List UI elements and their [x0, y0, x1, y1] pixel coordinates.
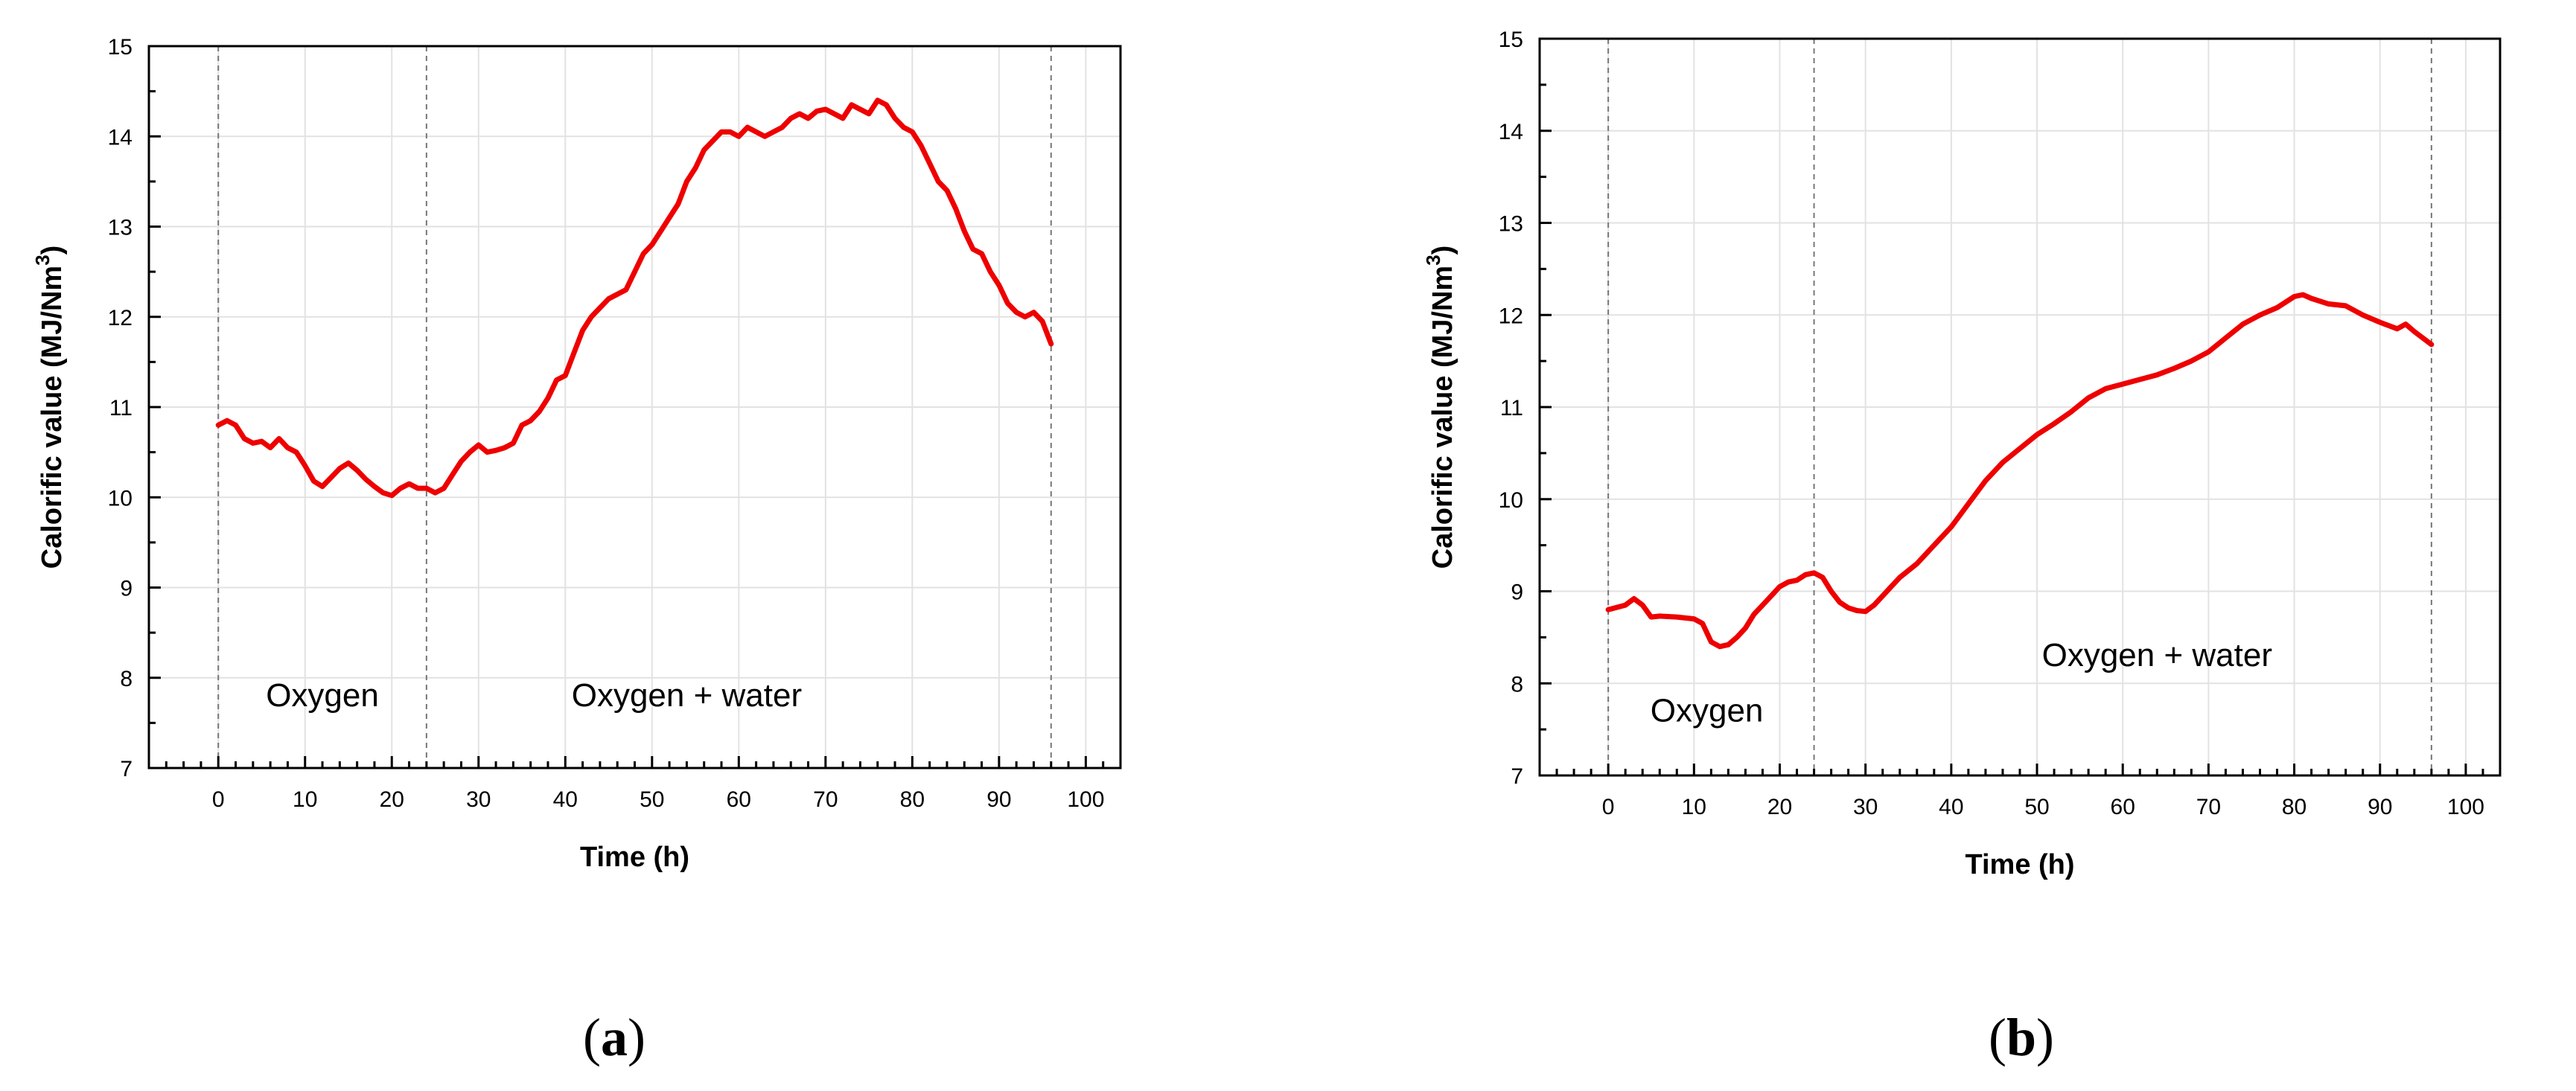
- x-tick-label-b: 100: [2447, 795, 2484, 819]
- x-tick-label-b: 70: [2196, 795, 2221, 819]
- x-tick-label-a: 40: [553, 787, 578, 812]
- y-axis-title-sup-a: 3: [31, 255, 54, 265]
- y-tick-label-b: 14: [1499, 120, 1523, 144]
- y-tick-label-b: 10: [1499, 488, 1523, 513]
- x-tick-label-a: 50: [640, 787, 664, 812]
- y-tick-label-a: 10: [108, 486, 133, 511]
- x-axis-title-a: Time (h): [580, 842, 689, 873]
- y-tick-label-a: 12: [108, 306, 133, 330]
- panel-label-close-b: ): [2036, 1008, 2054, 1067]
- x-tick-label-a: 90: [986, 787, 1011, 812]
- calorific-value-line-a: [215, 97, 1054, 499]
- y-axis-title-main-a: Calorific value (MJ/Nm: [36, 266, 68, 569]
- x-tick-label-a: 100: [1067, 787, 1104, 812]
- y-tick-label-b: 15: [1499, 28, 1523, 52]
- panel-label-letter-a: a: [601, 1008, 628, 1067]
- x-tick-label-b: 30: [1853, 795, 1878, 819]
- y-axis-title-end-b: ): [1427, 246, 1458, 255]
- y-tick-label-b: 8: [1511, 672, 1523, 697]
- y-tick-label-a: 11: [109, 396, 133, 420]
- y-tick-label-a: 14: [108, 125, 133, 150]
- y-tick-label-a: 15: [108, 35, 133, 60]
- panel-label-open-a: (: [583, 1008, 601, 1067]
- y-axis-title-a: Calorific value (MJ/Nm3): [31, 246, 68, 569]
- y-tick-label-a: 13: [108, 216, 133, 240]
- chart-panel-b: 0 10 20 30 40 50 60 70 80 90 100 7 8 9 10 11 12 13 14 15 Oxy…: [1422, 28, 2502, 1067]
- x-tick-label-b: 20: [1767, 795, 1792, 819]
- x-tick-label-a: 60: [727, 787, 751, 812]
- y-tick-label-b: 13: [1499, 212, 1523, 237]
- x-tick-label-b: 0: [1602, 795, 1615, 819]
- x-tick-label-b: 40: [1939, 795, 1963, 819]
- x-tick-label-a: 20: [380, 787, 404, 812]
- y-tick-label-b: 12: [1499, 304, 1523, 328]
- y-tick-label-b: 11: [1500, 396, 1523, 420]
- x-tick-label-a: 30: [466, 787, 491, 812]
- y-tick-label-a: 8: [120, 667, 133, 691]
- calorific-value-line-b: [1605, 292, 2435, 650]
- y-tick-label-b: 7: [1511, 764, 1523, 789]
- y-tick-label-a: 9: [120, 577, 133, 601]
- y-axis-title-sup-b: 3: [1422, 255, 1444, 265]
- panel-label-b: (b): [1989, 1008, 2054, 1067]
- panel-label-a: (a): [583, 1008, 645, 1067]
- x-tick-label-a: 70: [813, 787, 838, 812]
- x-tick-label-b: 50: [2024, 795, 2049, 819]
- y-axis-title-b: Calorific value (MJ/Nm3): [1422, 246, 1458, 569]
- panel-label-close-a: ): [628, 1008, 645, 1067]
- x-tick-label-b: 80: [2282, 795, 2306, 819]
- x-tick-label-b: 10: [1682, 795, 1706, 819]
- panel-label-letter-b: b: [2006, 1008, 2036, 1067]
- x-tick-label-a: 0: [212, 787, 225, 812]
- chart-panel-a: 0 10 20 30 40 50 60 70 80 90 100 7 8 9 10 11 12 13 14 15 Oxy…: [31, 35, 1122, 1067]
- panel-label-open-b: (: [1989, 1008, 2006, 1067]
- phase-annotation-a: Oxygen + water: [572, 677, 802, 714]
- x-tick-label-b: 60: [2111, 795, 2135, 819]
- phase-annotation-a: Oxygen: [266, 677, 379, 714]
- y-axis-title-end-a: ): [36, 246, 68, 255]
- x-tick-label-a: 10: [293, 787, 317, 812]
- y-tick-label-b: 9: [1511, 580, 1523, 605]
- phase-annotation-b: Oxygen: [1651, 692, 1764, 729]
- x-tick-label-a: 80: [900, 787, 925, 812]
- phase-annotation-b: Oxygen + water: [2042, 637, 2272, 674]
- y-tick-label-a: 7: [120, 757, 133, 781]
- x-tick-label-b: 90: [2368, 795, 2392, 819]
- x-axis-title-b: Time (h): [1965, 849, 2074, 880]
- y-axis-title-main-b: Calorific value (MJ/Nm: [1427, 266, 1458, 569]
